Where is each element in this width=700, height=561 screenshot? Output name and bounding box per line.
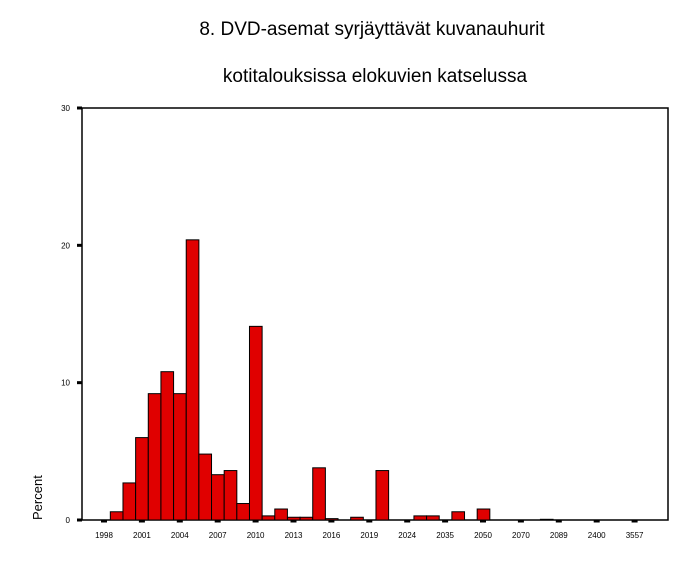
bar-2002	[147, 393, 162, 521]
y-tick-label-20: 20	[61, 241, 70, 250]
bar-1999	[109, 511, 124, 521]
x-tick-label-2050: 2050	[474, 531, 492, 540]
plot-frame	[81, 107, 669, 521]
bar-2008	[223, 470, 238, 521]
bar-2040	[451, 511, 466, 521]
bar-2010	[248, 325, 263, 521]
bar-2030	[426, 515, 440, 521]
bar-2000	[122, 482, 137, 521]
bar-2001	[135, 437, 149, 521]
x-tick-label-2070: 2070	[512, 531, 530, 540]
bar-2009	[236, 503, 250, 521]
y-axis: 0 10 20 30	[61, 104, 82, 525]
x-tick-label-2019: 2019	[360, 531, 378, 540]
bar-2018	[350, 516, 364, 521]
y-tick-label-0: 0	[66, 516, 71, 525]
x-tick-label-1998: 1998	[95, 531, 113, 540]
bar-2003	[160, 371, 175, 521]
bar-2004	[173, 393, 187, 521]
x-tick-label-2010: 2010	[247, 531, 265, 540]
x-tick-label-2400: 2400	[588, 531, 606, 540]
chart-title-line-1: 8. DVD-asemat syrjäyttävät kuvanauhurit	[199, 19, 545, 40]
y-axis-label: Percent	[30, 475, 45, 520]
bar-2089	[539, 518, 554, 521]
bar-2025	[413, 515, 428, 521]
bars-group	[109, 239, 554, 521]
x-tick-label-2001: 2001	[133, 531, 151, 540]
x-tick-label-2089: 2089	[550, 531, 568, 540]
chart-title-line-2: kotitalouksissa elokuvien katselussa	[223, 66, 528, 87]
x-tick-label-2007: 2007	[209, 531, 227, 540]
x-tick-label-2004: 2004	[171, 531, 189, 540]
bar-2050	[476, 508, 491, 521]
x-tick-label-2016: 2016	[323, 531, 341, 540]
bar-2012	[274, 508, 288, 521]
x-tick-label-2035: 2035	[436, 531, 454, 540]
y-tick-label-10: 10	[61, 379, 70, 388]
x-tick-label-3557: 3557	[626, 531, 644, 540]
bar-2014	[299, 516, 314, 521]
bar-2015	[312, 467, 326, 521]
x-axis: 1998 2001 2004 2007 2010 2013 2016 2019 2024 2035…	[95, 519, 644, 540]
bar-2005	[185, 239, 200, 521]
x-tick-label-2024: 2024	[398, 531, 416, 540]
x-tick-label-2013: 2013	[285, 531, 303, 540]
bar-2006	[198, 453, 213, 521]
bar-2011	[261, 515, 276, 521]
bar-2020	[375, 470, 390, 521]
bar-2007	[211, 474, 225, 521]
y-tick-label-30: 30	[61, 104, 70, 113]
